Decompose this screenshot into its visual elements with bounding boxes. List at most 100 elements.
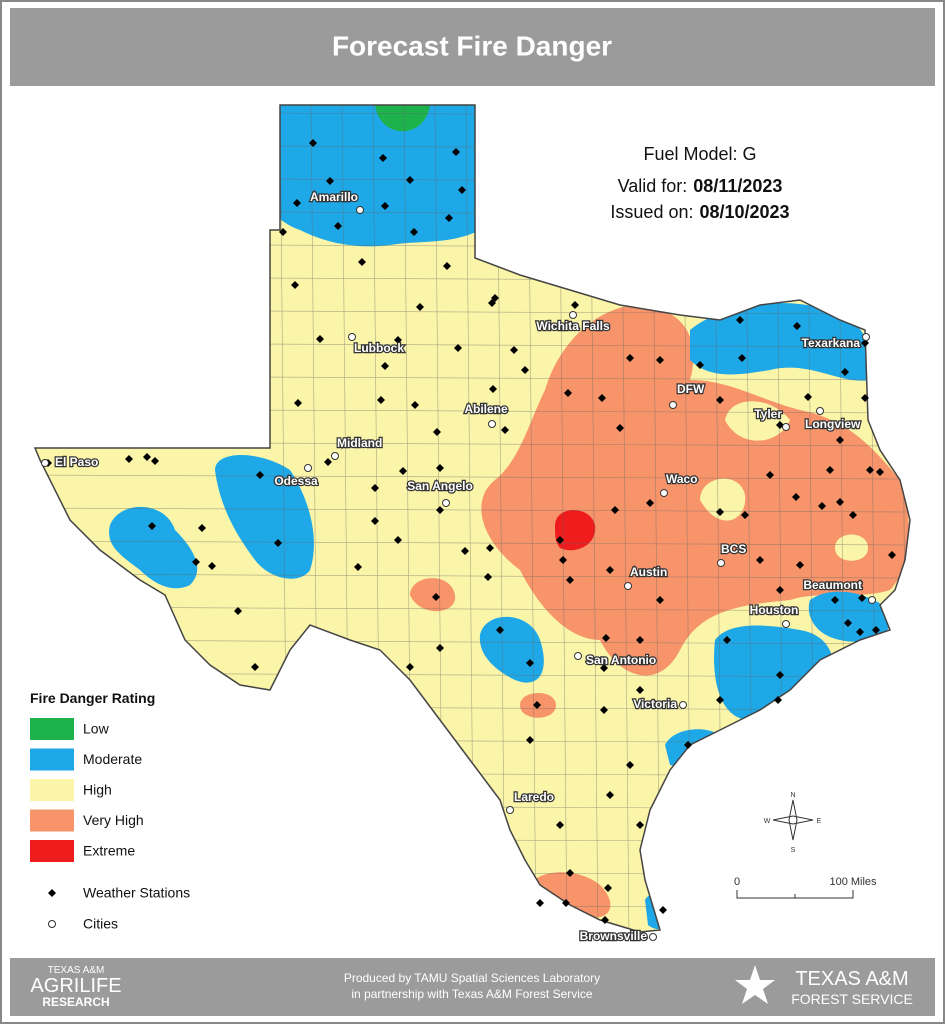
station-marker (501, 426, 509, 434)
station-marker (309, 139, 317, 147)
compass: N E S W (764, 792, 822, 854)
station-marker (143, 453, 151, 461)
station-marker (324, 458, 332, 466)
station-marker (379, 154, 387, 162)
city-label: DFW (677, 382, 705, 396)
scale-end: 100 Miles (829, 876, 877, 888)
logo-text: TEXAS A&M (795, 968, 908, 990)
station-marker (738, 354, 746, 362)
station-marker (600, 706, 608, 714)
city-marker (868, 596, 876, 604)
station-marker (125, 455, 133, 463)
station-marker (274, 539, 282, 547)
city-label: BCS (721, 542, 746, 556)
county-line (35, 573, 910, 579)
station-marker (776, 671, 784, 679)
station-marker (208, 562, 216, 570)
station-marker (656, 596, 664, 604)
station-marker (526, 736, 534, 744)
legend-label: Moderate (83, 751, 142, 767)
station-marker (696, 361, 704, 369)
station-marker (406, 176, 414, 184)
city-label: Midland (337, 436, 382, 450)
city-marker (782, 620, 790, 628)
station-marker (626, 354, 634, 362)
moderate-area (270, 105, 480, 247)
station-marker (559, 556, 567, 564)
station-marker (626, 761, 634, 769)
compass-n: N (790, 792, 795, 799)
station-marker (736, 316, 744, 324)
station-marker (826, 466, 834, 474)
station-marker (636, 636, 644, 644)
city-label: Odessa (274, 474, 318, 488)
station-marker (836, 498, 844, 506)
station-marker (192, 558, 200, 566)
station-marker (856, 628, 864, 636)
city-marker (569, 311, 577, 319)
legend-swatch (30, 779, 74, 801)
city-label: Beaumont (803, 578, 862, 592)
legend-swatch (30, 748, 74, 771)
city-marker (488, 420, 496, 428)
logo-text: FOREST SERVICE (791, 991, 913, 1007)
station-marker (876, 468, 884, 476)
cities: Amarillo Lubbock Wichita Falls Texarkana DFW… (41, 189, 876, 944)
station-marker (602, 634, 610, 642)
station-marker (796, 561, 804, 569)
station-marker (616, 424, 624, 432)
station-marker (601, 916, 609, 924)
station-marker (646, 499, 654, 507)
legend-label: Extreme (83, 843, 135, 859)
city-label: San Angelo (407, 479, 473, 493)
station-marker (377, 396, 385, 404)
station-marker (556, 821, 564, 829)
city-marker (348, 333, 356, 341)
city-label: Waco (666, 472, 698, 486)
city-label: Longview (805, 417, 861, 431)
city-label: Laredo (514, 790, 554, 804)
city-marker (782, 423, 790, 431)
high-area (725, 401, 790, 441)
low-area (375, 105, 430, 132)
city-marker (624, 582, 632, 590)
issued-on: Issued on: 08/10/2023 (610, 202, 789, 222)
city-marker (304, 464, 312, 472)
legend-swatch (30, 718, 74, 740)
weather-stations (44, 139, 896, 924)
station-marker (496, 626, 504, 634)
station-marker (776, 586, 784, 594)
moderate-area (479, 616, 544, 683)
legend-label: Low (83, 721, 110, 737)
station-marker (872, 626, 880, 634)
station-marker (394, 536, 402, 544)
city-label: Lubbock (354, 341, 404, 355)
station-marker (486, 544, 494, 552)
station-marker (604, 884, 612, 892)
legend-station-symbol (48, 889, 56, 897)
station-marker (793, 322, 801, 330)
station-marker (381, 202, 389, 210)
station-marker (411, 401, 419, 409)
city-marker (816, 407, 824, 415)
station-marker (354, 563, 362, 571)
city-marker (649, 933, 657, 941)
moderate-area (215, 455, 314, 579)
station-marker (611, 506, 619, 514)
station-marker (381, 362, 389, 370)
station-marker (151, 457, 159, 465)
station-marker (716, 396, 724, 404)
station-marker (716, 696, 724, 704)
station-marker (410, 228, 418, 236)
station-marker (406, 663, 414, 671)
station-marker (716, 508, 724, 516)
station-marker (436, 506, 444, 514)
station-marker (198, 524, 206, 532)
valid-label: Valid for: (618, 176, 688, 196)
station-marker (358, 258, 366, 266)
station-marker (659, 906, 667, 914)
legend-title: Fire Danger Rating (30, 690, 155, 706)
logo-text: AGRILIFE (30, 975, 121, 997)
station-marker (866, 466, 874, 474)
compass-s: S (791, 847, 796, 854)
